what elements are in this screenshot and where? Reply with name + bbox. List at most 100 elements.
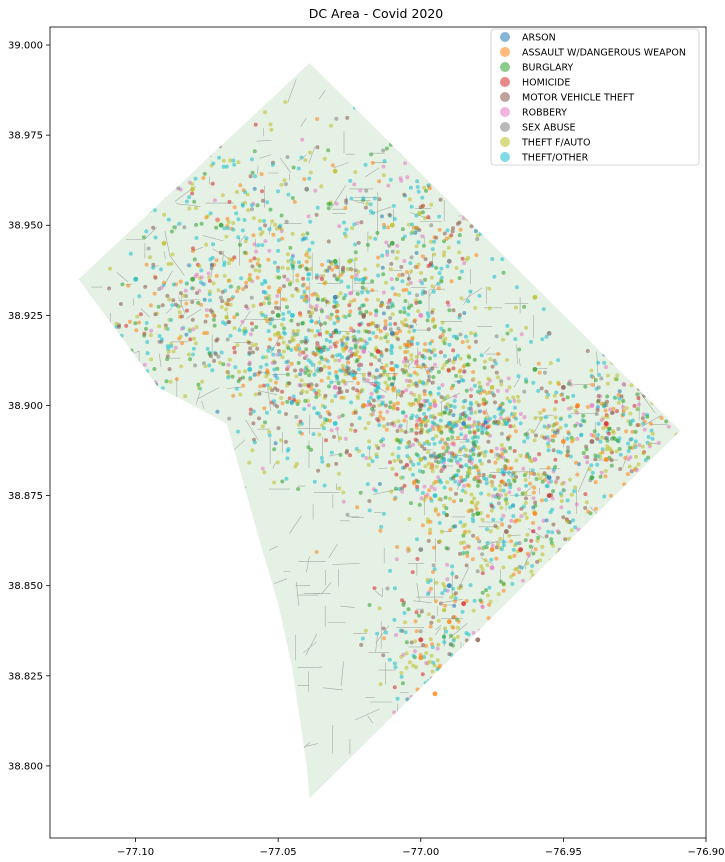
legend-marker <box>500 32 510 42</box>
legend-box <box>490 28 700 166</box>
data-point <box>532 457 538 462</box>
data-point <box>389 222 395 228</box>
legend-label: THEFT/OTHER <box>521 153 589 164</box>
legend-marker <box>500 152 510 162</box>
data-point <box>361 349 367 354</box>
data-point <box>418 313 424 318</box>
y-tick-label: 38.825 <box>8 671 43 682</box>
data-point <box>418 637 424 643</box>
legend-label: ARSON <box>522 33 556 44</box>
data-point <box>347 258 352 264</box>
data-point <box>446 421 452 426</box>
data-point <box>389 240 395 246</box>
map-title: DC Area - Covid 2020 <box>309 6 444 21</box>
data-point <box>518 547 523 552</box>
legend-label: ASSAULT W/DANGEROUS WEAPON <box>522 48 686 59</box>
legend-marker <box>500 62 510 72</box>
data-point <box>461 601 466 607</box>
data-point <box>133 276 139 282</box>
data-point <box>375 385 381 390</box>
legend-label: HOMICIDE <box>522 78 570 89</box>
y-tick-label: 38.950 <box>8 221 43 232</box>
data-point <box>475 637 481 643</box>
data-point <box>190 186 196 192</box>
data-point <box>603 421 609 426</box>
data-point <box>461 421 466 426</box>
incident-density-texture <box>78 66 681 744</box>
x-tick-label: −77.10 <box>117 847 154 858</box>
data-point <box>489 385 495 390</box>
y-tick-label: 38.875 <box>8 491 43 502</box>
data-point <box>546 475 552 480</box>
legend-marker <box>500 107 510 117</box>
data-point <box>546 331 552 336</box>
legend-label: MOTOR VEHICLE THEFT <box>522 93 634 104</box>
data-point <box>575 403 581 408</box>
data-point <box>503 421 509 426</box>
series-assault-w-dangerous-weapon <box>361 367 609 697</box>
y-tick-label: 38.975 <box>8 131 43 142</box>
data-point <box>361 403 367 408</box>
legend-marker <box>500 122 510 132</box>
series-burglary <box>190 222 595 516</box>
x-tick-label: −77.00 <box>402 847 439 858</box>
data-point <box>318 349 324 354</box>
data-point <box>446 619 452 625</box>
series-robbery <box>332 313 595 571</box>
data-point <box>589 439 595 444</box>
data-point <box>532 294 538 300</box>
data-point <box>446 583 452 589</box>
data-point <box>361 276 367 282</box>
data-point <box>361 313 367 318</box>
data-point <box>332 294 338 300</box>
data-point <box>332 168 338 174</box>
series-motor-vehicle-theft <box>318 313 595 643</box>
y-tick-label: 38.925 <box>8 311 43 322</box>
data-point <box>418 403 424 408</box>
data-point <box>218 222 224 228</box>
plot-area: −77.10 −77.05 −77.00 −76.95 −76.90 38.800 38.8… <box>8 26 725 858</box>
data-point <box>561 439 566 444</box>
series-sex-abuse <box>304 186 552 552</box>
data-point <box>418 655 424 661</box>
legend-label: THEFT F/AUTO <box>521 138 590 149</box>
road-network <box>91 79 668 755</box>
data-point <box>432 403 438 408</box>
data-point <box>318 367 324 372</box>
data-point <box>546 493 552 498</box>
axes-frame <box>49 26 707 839</box>
data-point <box>532 367 538 372</box>
data-point <box>561 385 566 390</box>
data-point <box>389 367 395 372</box>
data-point <box>332 258 338 264</box>
data-point <box>389 331 395 336</box>
data-point <box>275 331 281 336</box>
series-theft-other <box>133 276 509 498</box>
data-point <box>332 385 338 390</box>
legend-marker <box>500 137 510 147</box>
legend-marker <box>500 47 510 57</box>
legend-label: BURGLARY <box>522 63 573 74</box>
data-point <box>190 276 196 282</box>
legend-label: ROBBERY <box>522 108 567 119</box>
y-tick-label: 38.850 <box>8 581 43 592</box>
data-point <box>532 511 538 516</box>
data-point <box>247 276 253 282</box>
legend-marker <box>500 77 510 87</box>
legend-marker <box>500 92 510 102</box>
data-point <box>475 511 481 516</box>
data-point <box>332 421 338 426</box>
x-tick-label: −76.95 <box>545 847 582 858</box>
y-tick-label: 39.000 <box>8 41 43 52</box>
data-point <box>446 258 452 264</box>
data-point <box>161 240 167 246</box>
y-tick-label: 38.900 <box>8 401 43 412</box>
data-point <box>418 457 424 462</box>
data-point <box>589 475 595 480</box>
data-point <box>503 529 509 534</box>
data-point <box>304 186 310 192</box>
x-tick-label: −76.90 <box>687 847 724 858</box>
series-arson <box>332 294 552 589</box>
x-tick-label: −77.05 <box>260 847 297 858</box>
data-point <box>247 367 253 372</box>
